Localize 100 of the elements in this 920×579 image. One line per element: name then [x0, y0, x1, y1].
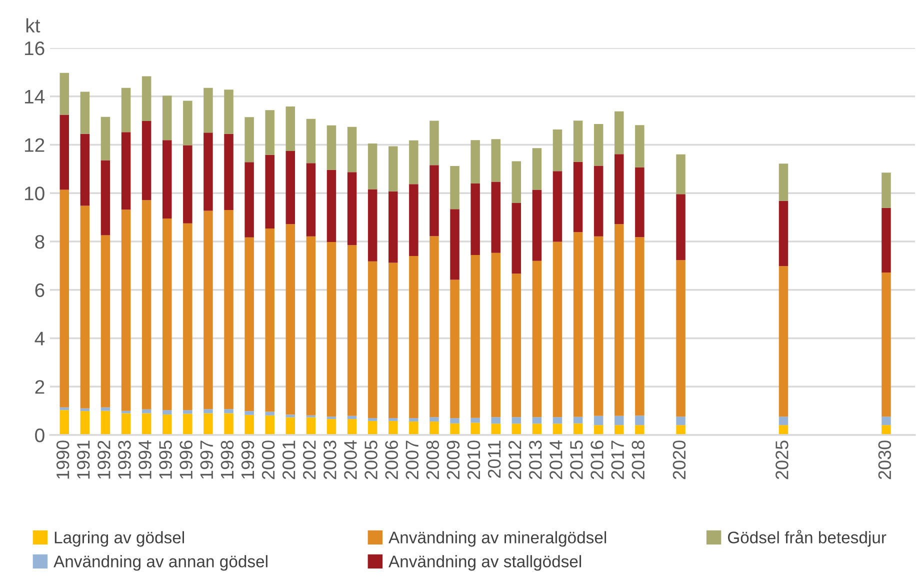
bar	[100, 410, 110, 435]
bar	[142, 200, 152, 410]
x-tick-label: 2012	[508, 440, 522, 480]
y-tick-label: 6	[35, 283, 44, 298]
x-tick-label: 1990	[56, 440, 70, 479]
y-tick-label: 16	[24, 41, 44, 56]
x-tick-label: 2011	[488, 440, 501, 478]
bar	[450, 418, 460, 424]
bar	[265, 110, 274, 155]
y-tick-label: 2	[35, 380, 44, 394]
bar	[142, 121, 152, 200]
bar	[347, 416, 357, 420]
bar	[882, 208, 891, 272]
bar	[635, 416, 644, 426]
bar	[409, 184, 418, 256]
bar	[676, 194, 686, 260]
bar	[635, 167, 644, 238]
bar	[430, 236, 439, 418]
bar	[409, 421, 418, 435]
bar	[162, 414, 172, 435]
bar	[368, 418, 378, 421]
bar	[286, 417, 296, 435]
y-tick-label: 10	[24, 186, 44, 200]
bar	[614, 154, 624, 224]
bar	[162, 140, 172, 219]
bar	[183, 145, 192, 224]
bar	[60, 407, 70, 410]
x-tick-label: 2015	[570, 440, 583, 480]
bar	[882, 272, 891, 417]
x-tick-label: 2001	[282, 440, 296, 480]
bar	[326, 419, 336, 435]
bar	[470, 422, 480, 435]
x-tick-label: 2016	[590, 440, 604, 480]
bar	[778, 266, 788, 417]
bar	[635, 425, 644, 435]
y-tick-label: 12	[24, 138, 44, 152]
bar	[306, 417, 316, 435]
x-tick-label: 1998	[220, 440, 234, 479]
bar	[224, 134, 234, 210]
y-axis-title: kt	[26, 18, 40, 33]
x-tick-label: 2013	[529, 440, 542, 480]
bar	[244, 117, 254, 162]
x-tick-label: 1991	[76, 440, 90, 479]
bar	[368, 144, 378, 190]
x-tick-label: 2030	[878, 440, 892, 480]
x-tick-label: 2009	[446, 440, 460, 480]
bar	[121, 88, 131, 132]
bar	[368, 189, 378, 262]
x-tick-label: 2003	[324, 440, 336, 480]
bar	[778, 164, 788, 201]
bar	[388, 191, 398, 263]
legend-label: Användning av stallgödsel	[388, 555, 582, 571]
x-tick-label: 2010	[467, 440, 480, 480]
bar	[676, 425, 686, 435]
y-tick-label: 8	[35, 234, 44, 249]
bar	[142, 413, 152, 435]
bar	[676, 416, 686, 426]
bar	[470, 255, 480, 418]
bar	[778, 200, 788, 266]
bar	[409, 418, 418, 422]
bar	[450, 166, 460, 210]
bar	[491, 252, 500, 418]
bar	[594, 416, 604, 426]
bar	[265, 228, 274, 412]
bar	[450, 209, 460, 280]
bar	[244, 162, 254, 238]
bar	[532, 417, 542, 424]
bar	[224, 413, 234, 435]
x-tick-label: 2000	[262, 440, 275, 480]
bar	[450, 280, 460, 418]
bar	[60, 410, 70, 435]
bar	[244, 414, 254, 435]
bar	[491, 139, 500, 182]
bar	[80, 408, 90, 412]
bar	[532, 190, 542, 261]
bar	[224, 90, 234, 134]
bar	[512, 417, 522, 424]
y-tick-label: 0	[35, 428, 44, 442]
bar	[882, 416, 891, 426]
bar	[224, 210, 234, 410]
bar	[470, 140, 480, 184]
bar	[224, 409, 234, 414]
bar	[430, 120, 439, 166]
bar	[532, 148, 542, 190]
bar	[430, 165, 439, 236]
bar	[614, 224, 624, 416]
bar	[635, 237, 644, 416]
legend-label: Användning av mineralgödsel	[388, 531, 606, 547]
bar	[594, 236, 604, 416]
bar	[388, 418, 398, 421]
x-tick-label: 1993	[118, 440, 131, 479]
bar	[306, 118, 316, 164]
bar	[326, 242, 336, 417]
bar	[286, 224, 296, 415]
bar	[183, 100, 192, 146]
bar	[121, 413, 131, 435]
bar	[204, 409, 213, 414]
bar	[100, 407, 110, 411]
bar	[162, 218, 172, 410]
bar	[614, 111, 624, 154]
